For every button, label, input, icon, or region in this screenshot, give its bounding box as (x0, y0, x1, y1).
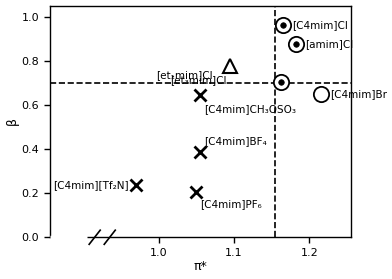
Text: [C4mim]BF₄: [C4mim]BF₄ (204, 136, 267, 146)
Y-axis label: β: β (5, 117, 18, 125)
Text: [et₁mim]Cl: [et₁mim]Cl (156, 70, 213, 80)
Text: [C4mim]Cl: [C4mim]Cl (292, 20, 348, 30)
X-axis label: π*: π* (193, 260, 207, 273)
Text: [amim]Cl: [amim]Cl (305, 39, 353, 49)
Text: [et₃mim]Cl: [et₃mim]Cl (170, 75, 227, 85)
Text: [C4mim]Br: [C4mim]Br (330, 89, 387, 99)
Text: [C4mim]CH₃OSO₃: [C4mim]CH₃OSO₃ (204, 104, 296, 114)
Text: [C4mim]PF₆: [C4mim]PF₆ (200, 199, 262, 209)
Text: [C4mim][Tf₂N]: [C4mim][Tf₂N] (53, 181, 129, 190)
